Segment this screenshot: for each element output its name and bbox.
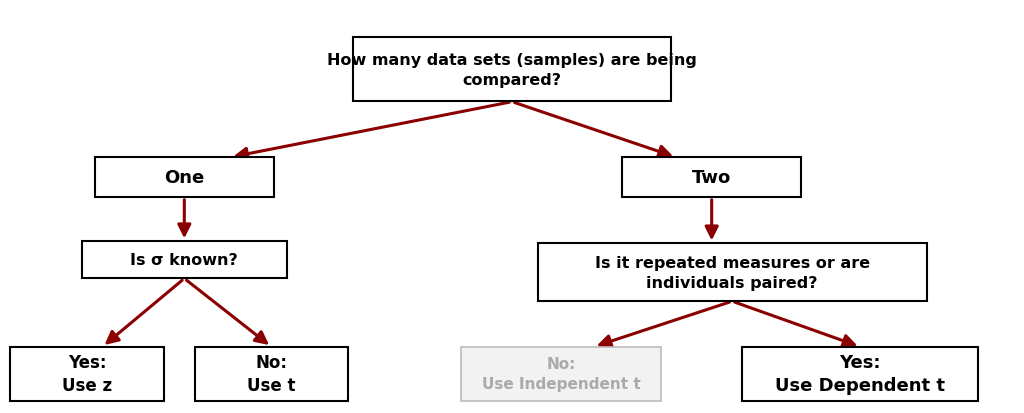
Text: One: One [164, 169, 205, 187]
Text: How many data sets (samples) are being
compared?: How many data sets (samples) are being c… [327, 53, 697, 88]
Text: No:
Use t: No: Use t [247, 353, 296, 394]
FancyBboxPatch shape [82, 242, 287, 279]
FancyBboxPatch shape [622, 158, 801, 197]
FancyBboxPatch shape [10, 347, 164, 401]
FancyBboxPatch shape [94, 158, 273, 197]
Text: No:
Use Independent t: No: Use Independent t [481, 356, 641, 391]
Text: Yes:
Use z: Yes: Use z [62, 353, 112, 394]
FancyBboxPatch shape [353, 38, 671, 102]
Text: Yes:
Use Dependent t: Yes: Use Dependent t [775, 353, 945, 394]
FancyBboxPatch shape [538, 244, 927, 301]
Text: Is it repeated measures or are
individuals paired?: Is it repeated measures or are individua… [595, 255, 869, 290]
FancyBboxPatch shape [461, 347, 662, 401]
Text: Is σ known?: Is σ known? [130, 253, 239, 268]
FancyBboxPatch shape [742, 347, 978, 401]
FancyBboxPatch shape [195, 347, 348, 401]
Text: Two: Two [692, 169, 731, 187]
